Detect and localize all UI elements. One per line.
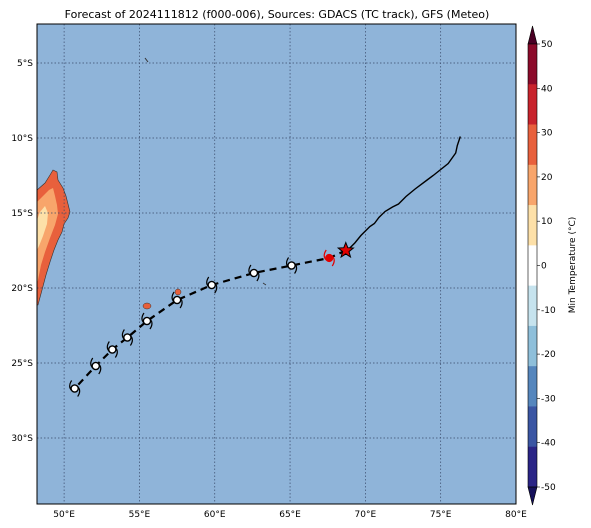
red-cyclone-marker [323,249,335,267]
colorbar-tick-label: 30 [541,129,553,139]
colorbar-swatch [528,366,537,407]
longitude-label: 60°E [204,510,226,520]
marker-center [70,384,79,393]
forecast-marker [248,264,260,282]
map-panel: 50°E 55°E 60°E 65°E 70°E 75°E 80°E 5°S 10°S 15°S… [11,23,527,520]
marker-center [207,280,217,290]
colorbar-swatch [528,44,537,85]
marker-center [123,333,132,342]
colorbar-tick-label: -40 [541,439,556,449]
forecast-marker [206,276,218,294]
longitude-label: 75°E [430,510,452,520]
forecast-track-line [73,249,347,390]
latitude-labels: 5°S 10°S 15°S 20°S 25°S 30°S [11,59,33,444]
forecast-marker [285,257,298,274]
colorbar-tick-label: 20 [541,173,553,183]
forecast-marker [121,329,133,346]
colorbar-tick-label: 40 [541,84,553,94]
colorbar-max-extension [527,25,538,45]
longitude-label: 65°E [279,510,301,520]
islet-north [144,57,149,63]
marker-center [172,295,182,305]
marker-center [108,345,117,354]
forecast-position-markers [69,257,298,397]
colorbar-ticks: 50 40 30 20 10 0 -10 -20 -30 -40 -50 [537,40,556,493]
colorbar-swatch [528,406,537,448]
red-marker-center [325,253,334,263]
latitude-label: 5°S [17,59,33,69]
latitude-label: 10°S [11,134,33,144]
forecast-marker [90,357,102,375]
colorbar-swatch [528,446,537,488]
colorbar-swatch [528,285,537,327]
marker-center [249,268,259,278]
ocean-background [37,24,516,504]
latitude-label: 30°S [11,434,33,444]
madagascar-highlands [37,206,48,250]
forecast-marker [69,380,81,397]
map-title: Forecast of 2024111812 (f000-006), Sourc… [65,8,490,21]
colorbar: 50 40 30 20 10 0 -10 -20 -30 -40 -50 Min Temperatu… [527,25,578,506]
colorbar-swatches [527,25,538,506]
colorbar-swatch [528,124,537,166]
reunion-island [142,302,152,310]
longitude-label: 50°E [53,510,75,520]
longitude-labels: 50°E 55°E 60°E 65°E 70°E 75°E 80°E [53,510,527,520]
colorbar-tick-label: 10 [541,217,553,227]
colorbar-tick-label: 50 [541,40,553,50]
latitude-label: 25°S [11,359,33,369]
colorbar-swatch [528,164,537,206]
forecast-marker [171,291,183,309]
colorbar-swatch [528,325,537,367]
graticule [37,24,516,504]
landmasses [37,57,267,310]
longitude-label: 55°E [129,510,151,520]
forecast-marker [106,341,118,358]
forecast-marker [141,312,153,330]
marker-center [91,361,101,371]
observed-track-line [346,136,461,251]
colorbar-min-extension [527,486,538,506]
current-position-star [336,241,355,259]
marker-center [142,316,152,326]
longitude-label: 70°E [355,510,377,520]
latitude-label: 20°S [11,284,33,294]
cyclone-tracks [69,136,461,397]
colorbar-tick-label: -50 [541,483,556,493]
latitude-label: 15°S [11,209,33,219]
colorbar-tick-label: -10 [541,306,556,316]
longitude-label: 80°E [505,510,527,520]
colorbar-tick-label: -30 [541,394,556,404]
marker-center [287,261,296,270]
colorbar-label: Min Temperature (°C) [568,217,578,314]
islet-rodrigues [262,282,267,286]
colorbar-tick-label: 0 [541,262,547,272]
colorbar-swatch [528,84,537,125]
colorbar-swatch [528,245,537,286]
mauritius-island [174,288,182,296]
colorbar-swatch [528,205,537,246]
colorbar-tick-label: -20 [541,350,556,360]
map-frame [36,23,517,505]
